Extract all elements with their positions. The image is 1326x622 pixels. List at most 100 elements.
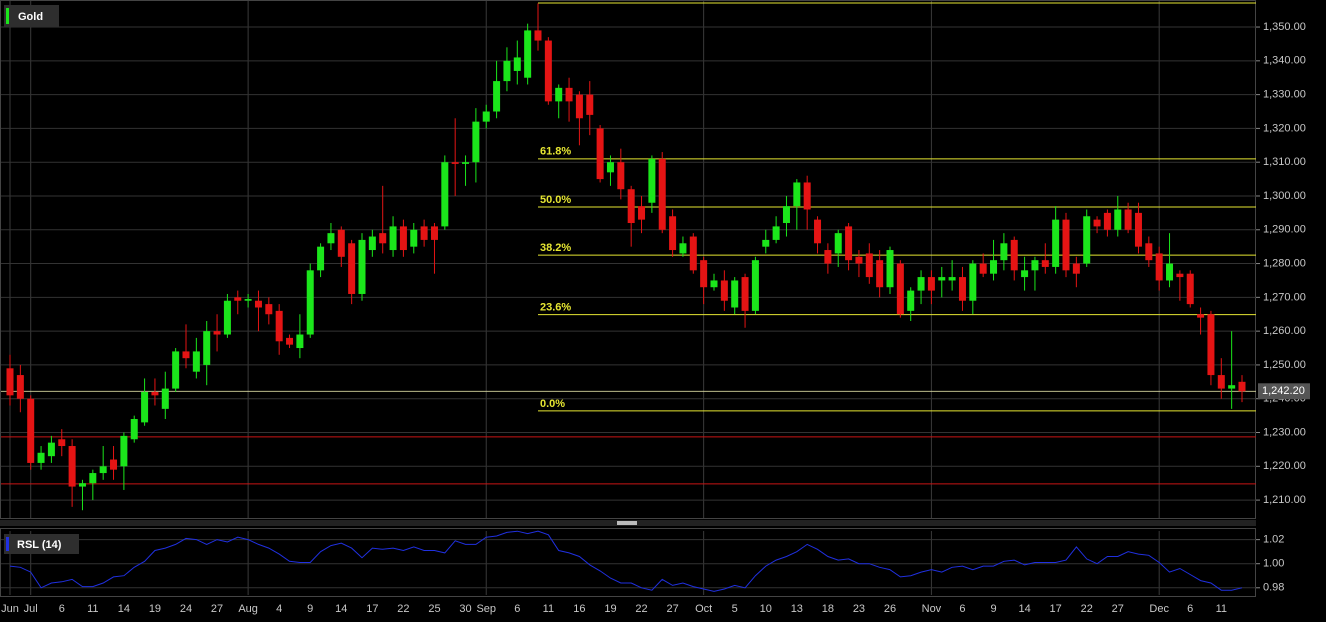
x-tick-label: 25 — [428, 603, 440, 615]
y-tick-label: 1,230.00 — [1263, 426, 1306, 438]
candle-body — [534, 30, 542, 41]
candle-body — [182, 351, 190, 359]
candle-body — [1010, 239, 1018, 271]
candle-body — [234, 297, 242, 301]
y-tick-label: 1,290.00 — [1263, 224, 1306, 236]
candle-body — [89, 473, 97, 484]
x-tick-label: 18 — [822, 603, 834, 615]
candle-body — [617, 162, 625, 190]
rsl-title: RSL (14) — [17, 539, 62, 551]
candle-body — [845, 226, 853, 261]
x-tick-label: 27 — [666, 603, 678, 615]
candle-body — [389, 226, 397, 251]
candle-body — [1155, 253, 1163, 281]
y-tick-label: 1.00 — [1263, 558, 1284, 570]
gold-title: Gold — [18, 11, 43, 23]
x-tick-label: 14 — [1018, 603, 1030, 615]
candle-body — [969, 263, 977, 301]
candle-body — [1134, 212, 1142, 247]
candle-body — [493, 81, 501, 112]
y-tick-label: 1,320.00 — [1263, 122, 1306, 134]
candle-body — [306, 270, 314, 335]
x-tick-label: 30 — [459, 603, 471, 615]
tag-swatch — [6, 8, 9, 24]
x-tick-label: 14 — [118, 603, 130, 615]
candle-body — [762, 239, 770, 247]
candle-body — [1238, 381, 1246, 392]
x-tick-label: 14 — [335, 603, 347, 615]
candle-body — [658, 158, 666, 230]
candle-body — [120, 435, 128, 467]
candle-body — [1228, 385, 1236, 389]
candle-body — [586, 94, 594, 115]
y-tick-label: 1,340.00 — [1263, 55, 1306, 67]
y-tick-label: 1,270.00 — [1263, 291, 1306, 303]
divider-handle[interactable] — [617, 521, 637, 525]
x-tick-label: 10 — [760, 603, 772, 615]
candle-body — [555, 87, 563, 102]
candle-body — [1103, 212, 1111, 230]
candle-body — [37, 452, 45, 463]
candle-body — [130, 418, 138, 440]
x-tick-label: 13 — [791, 603, 803, 615]
candle-body — [669, 216, 677, 251]
y-tick-label: 1,310.00 — [1263, 156, 1306, 168]
fib-label: 50.0% — [540, 194, 571, 206]
candle-body — [379, 233, 387, 244]
candle-body — [948, 277, 956, 281]
candle-body — [979, 263, 987, 274]
candle-body — [990, 260, 998, 274]
x-tick-label: 23 — [853, 603, 865, 615]
candle-body — [524, 30, 532, 78]
x-tick-label: Dec — [1149, 603, 1169, 615]
x-tick-label: 19 — [149, 603, 161, 615]
candle-body — [141, 391, 149, 423]
x-tick-label: 4 — [276, 603, 282, 615]
y-tick-label: 1,220.00 — [1263, 460, 1306, 472]
candle-body — [606, 162, 614, 173]
candle-body — [865, 253, 873, 278]
price-tag: 1,242.20 — [1262, 385, 1305, 397]
fib-label: 38.2% — [540, 242, 571, 254]
candle-body — [296, 334, 304, 349]
x-tick-label: 6 — [959, 603, 965, 615]
candle-body — [399, 226, 407, 251]
candle-body — [482, 111, 490, 122]
candle-body — [648, 158, 656, 203]
gold-tag[interactable]: Gold — [4, 5, 59, 27]
candle-body — [1041, 260, 1049, 267]
x-tick-label: 11 — [1216, 603, 1227, 615]
candle-body — [1000, 243, 1008, 261]
candle-body — [337, 229, 345, 257]
candle-body — [565, 87, 573, 102]
candle-body — [254, 300, 262, 308]
candle-body — [451, 162, 459, 164]
candle-body — [410, 229, 418, 247]
candle-body — [1197, 314, 1205, 318]
candle-body — [151, 391, 159, 396]
candle-body — [27, 398, 35, 463]
candle-body — [348, 243, 356, 294]
candle-body — [834, 233, 842, 254]
candle-body — [1166, 263, 1174, 281]
candle-body — [58, 439, 66, 447]
rsl-tag[interactable]: RSL (14) — [4, 534, 79, 554]
candle-body — [855, 256, 863, 264]
x-tick-label: 6 — [59, 603, 65, 615]
candle-body — [679, 243, 687, 254]
candle-body — [782, 206, 790, 224]
candle-body — [876, 260, 884, 288]
candle-body — [203, 331, 211, 365]
rsl-frame — [0, 528, 1256, 597]
candle-body — [1093, 219, 1101, 227]
y-tick-label: 1,250.00 — [1263, 359, 1306, 371]
tag-box — [4, 534, 79, 554]
x-tick-label: 6 — [1187, 603, 1193, 615]
x-tick-label: Oct — [695, 603, 712, 615]
x-tick-label: 9 — [990, 603, 996, 615]
candle-body — [317, 246, 325, 271]
candle-body — [265, 304, 273, 315]
y-tick-label: 1,280.00 — [1263, 257, 1306, 269]
candle-body — [441, 162, 449, 227]
x-tick-label: Nov — [922, 603, 942, 615]
